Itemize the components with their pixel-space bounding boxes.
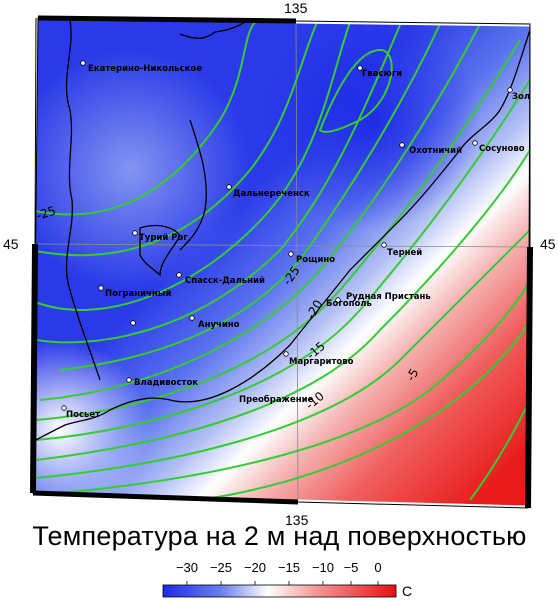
isotherms xyxy=(33,18,530,501)
city-label: Посьет xyxy=(66,410,100,420)
city-marker xyxy=(507,87,513,93)
city-label: Турий Рог xyxy=(139,233,188,243)
colorbar-tick: −10 xyxy=(311,560,335,575)
city-marker xyxy=(189,315,195,321)
colorbar-tick: −20 xyxy=(243,560,267,575)
city-labels: Екатерино-Никольское Гвасюги Зол Охотнич… xyxy=(66,64,530,420)
city-label: Преображение xyxy=(239,394,314,405)
city-label: Екатерино-Никольское xyxy=(88,64,202,74)
city-label: Охотничий xyxy=(409,146,462,156)
city-label: Спасск-Дальний xyxy=(185,276,265,286)
city-label: Зол xyxy=(512,92,530,102)
city-label: Владивосток xyxy=(134,378,198,388)
city-label: Терней xyxy=(387,248,422,258)
colorbar-tick: −5 xyxy=(343,560,359,575)
city-marker xyxy=(283,351,289,357)
city-marker xyxy=(357,65,363,71)
city-marker xyxy=(399,142,405,148)
city-label: Пограничный xyxy=(105,289,171,299)
colorbar xyxy=(162,581,397,598)
city-marker xyxy=(126,377,132,383)
city-marker xyxy=(130,320,136,326)
city-label: Богополь xyxy=(326,299,372,309)
colorbar-unit: C xyxy=(402,583,413,599)
city-marker xyxy=(61,405,67,411)
city-marker xyxy=(381,242,387,248)
lat-label-left: 45 xyxy=(3,236,19,252)
city-label: Сосуново xyxy=(479,144,525,154)
temperature-field xyxy=(33,18,530,508)
coastline xyxy=(35,19,530,441)
city-label: Гвасюги xyxy=(362,69,402,79)
lon-label-bottom: 135 xyxy=(285,512,309,528)
colorbar-tick: −25 xyxy=(209,560,233,575)
city-marker xyxy=(288,251,294,257)
colorbar-tick: 0 xyxy=(374,560,382,575)
city-label: Рудная Пристань xyxy=(346,292,431,302)
map-frame xyxy=(30,15,533,511)
city-markers xyxy=(61,60,513,411)
city-marker xyxy=(132,230,138,236)
lon-label-top: 135 xyxy=(284,0,308,16)
city-label: Рощино xyxy=(296,255,335,265)
city-label: Маргаритово xyxy=(289,357,354,367)
colorbar-tick: −15 xyxy=(277,560,301,575)
city-marker xyxy=(98,285,104,291)
city-label: Анучино xyxy=(198,320,240,330)
city-marker xyxy=(226,184,232,190)
colorbar-tick: −30 xyxy=(175,560,199,575)
city-label: Дальнереченск xyxy=(233,189,310,199)
city-marker xyxy=(80,60,86,66)
city-marker xyxy=(335,297,341,303)
map-title: Температура на 2 м над поверхностью xyxy=(32,521,527,551)
city-marker xyxy=(472,140,478,146)
lat-label-right: 45 xyxy=(540,236,556,252)
isotherm-label: -25 xyxy=(35,203,58,222)
city-marker xyxy=(176,272,182,278)
